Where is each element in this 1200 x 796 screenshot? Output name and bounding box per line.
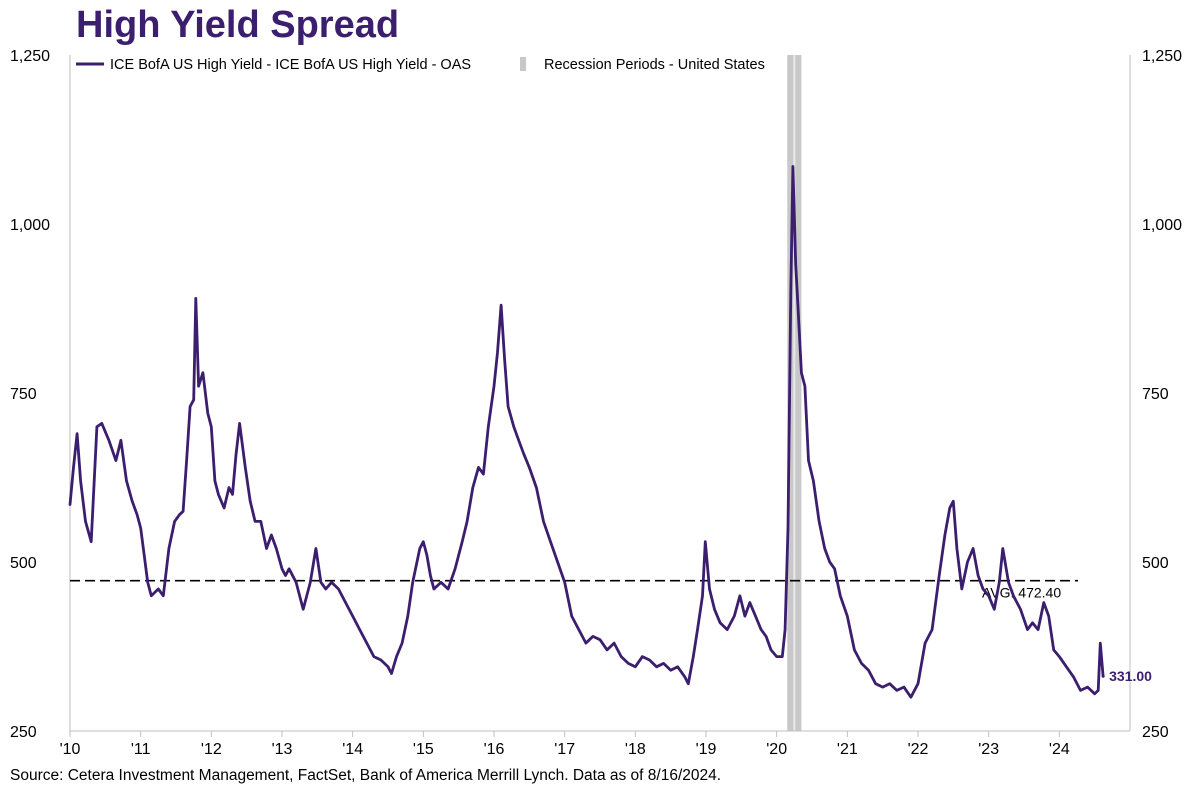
y-tick-label-right: 1,250 bbox=[1142, 48, 1182, 65]
x-tick-label: '10 bbox=[60, 741, 81, 758]
last-value-label: 331.00 bbox=[1109, 668, 1152, 684]
x-tick-label: '12 bbox=[201, 741, 222, 758]
legend-label-series: ICE BofA US High Yield - ICE BofA US Hig… bbox=[110, 57, 471, 73]
x-tick-label: '22 bbox=[908, 741, 929, 758]
x-tick-label: '15 bbox=[413, 741, 434, 758]
average-line-layer: AVG: 472.40 bbox=[70, 579, 1078, 601]
x-tick-label: '18 bbox=[625, 741, 646, 758]
x-tick-label: '23 bbox=[978, 741, 999, 758]
x-tick-label: '24 bbox=[1049, 741, 1070, 758]
average-label: AVG: 472.40 bbox=[982, 585, 1061, 601]
y-tick-label-right: 1,000 bbox=[1142, 217, 1182, 234]
y-tick-label-left: 1,000 bbox=[10, 217, 50, 234]
x-tick-label: '20 bbox=[766, 741, 787, 758]
legend-swatch-recession bbox=[520, 57, 526, 71]
series-layer: 331.00 bbox=[68, 165, 1152, 699]
x-tick-label: '17 bbox=[554, 741, 575, 758]
y-tick-label-right: 500 bbox=[1142, 555, 1169, 572]
x-tick-label: '14 bbox=[342, 741, 363, 758]
last-point-marker bbox=[1101, 674, 1105, 678]
x-tick-label: '19 bbox=[696, 741, 717, 758]
x-tick-label: '13 bbox=[272, 741, 293, 758]
x-tick-label: '16 bbox=[484, 741, 505, 758]
x-tick-label: '21 bbox=[837, 741, 858, 758]
y-tick-label-left: 750 bbox=[10, 386, 37, 403]
chart-title: High Yield Spread bbox=[76, 4, 400, 46]
legend: ICE BofA US High Yield - ICE BofA US Hig… bbox=[76, 57, 765, 73]
y-tick-label-left: 250 bbox=[10, 724, 37, 741]
y-tick-label-left: 500 bbox=[10, 555, 37, 572]
axes-layer: 250 250 500 500 750 750 1,000 1,000 1,250 1,250 '1… bbox=[10, 48, 1182, 758]
y-tick-label-right: 750 bbox=[1142, 386, 1169, 403]
y-tick-label-right: 250 bbox=[1142, 724, 1169, 741]
legend-label-recession: Recession Periods - United States bbox=[544, 57, 765, 73]
y-tick-label-left: 1,250 bbox=[10, 48, 50, 65]
series-line bbox=[68, 165, 1105, 699]
source-note: Source: Cetera Investment Management, Fa… bbox=[10, 767, 722, 784]
x-tick-label: '11 bbox=[131, 741, 151, 758]
